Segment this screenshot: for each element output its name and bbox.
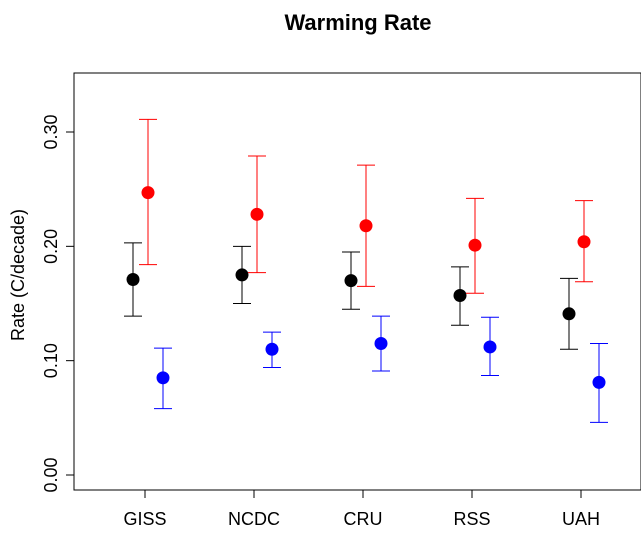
data-point bbox=[126, 272, 140, 286]
data-point bbox=[562, 307, 576, 321]
x-tick-label: CRU bbox=[344, 509, 383, 529]
y-tick-label: 0.00 bbox=[41, 457, 61, 492]
y-tick-label: 0.10 bbox=[41, 343, 61, 378]
data-point bbox=[468, 238, 482, 252]
y-axis: 0.00 0.10 0.20 0.30 bbox=[41, 114, 75, 493]
plot-area-frame bbox=[73, 72, 641, 491]
x-tick-label: NCDC bbox=[228, 509, 280, 529]
y-tick-label: 0.30 bbox=[41, 114, 61, 149]
data-point bbox=[265, 342, 279, 356]
series-layer bbox=[124, 118, 608, 423]
x-axis: GISS NCDC CRU RSS UAH bbox=[123, 489, 600, 529]
y-tick-label: 0.20 bbox=[41, 229, 61, 264]
data-point bbox=[141, 186, 155, 200]
data-point bbox=[577, 235, 591, 249]
x-tick-label: UAH bbox=[562, 509, 600, 529]
data-point bbox=[483, 340, 497, 354]
data-point bbox=[359, 219, 373, 233]
series-group bbox=[139, 118, 593, 294]
series-group bbox=[154, 315, 608, 423]
series-group bbox=[124, 242, 578, 350]
data-point bbox=[235, 268, 249, 282]
data-point bbox=[344, 274, 358, 288]
data-point bbox=[374, 337, 388, 351]
chart-title: Warming Rate bbox=[284, 10, 431, 35]
x-tick-label: GISS bbox=[123, 509, 166, 529]
data-point bbox=[592, 375, 606, 389]
x-tick-label: RSS bbox=[453, 509, 490, 529]
data-point bbox=[156, 371, 170, 385]
data-point bbox=[453, 288, 467, 302]
y-axis-label: Rate (C/decade) bbox=[8, 209, 28, 341]
data-point bbox=[250, 207, 264, 221]
